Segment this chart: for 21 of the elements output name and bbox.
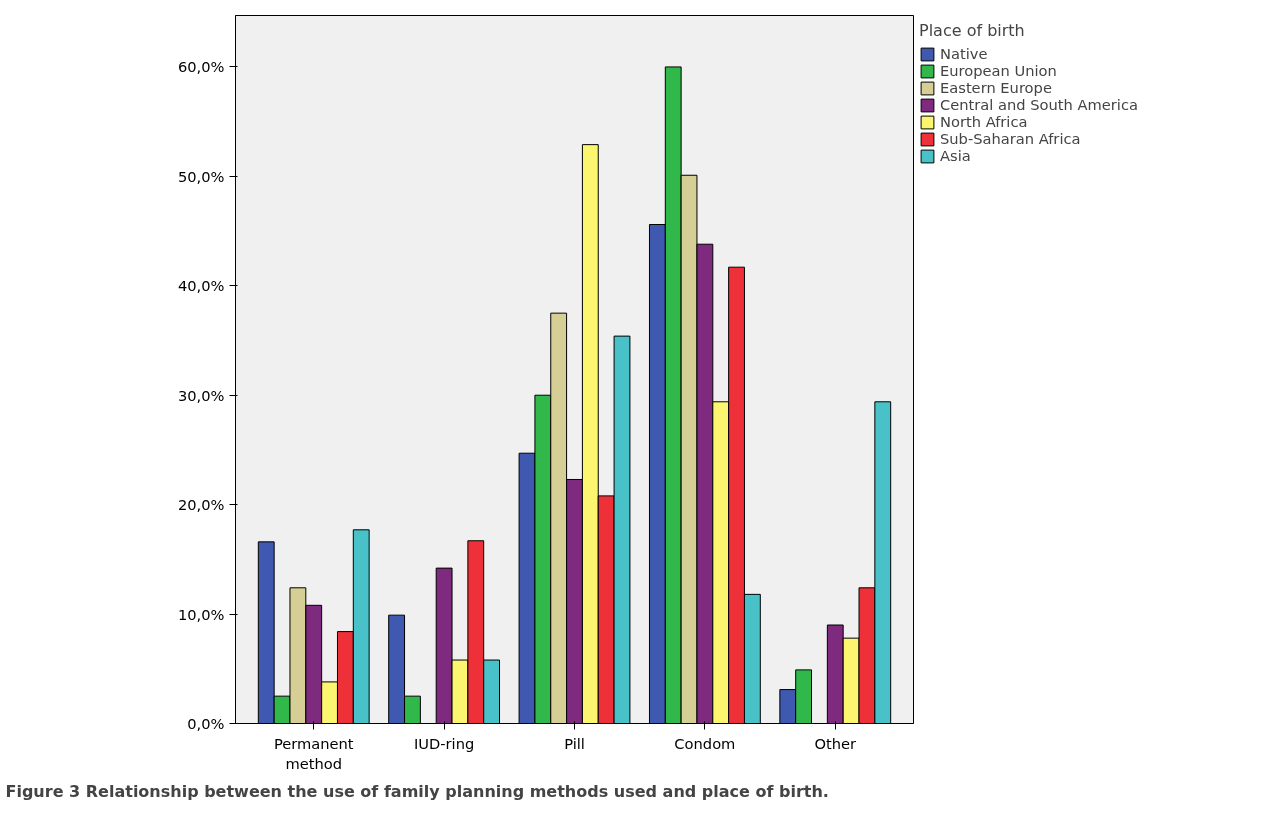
- y-tick-label: 60,0%: [177, 58, 225, 76]
- x-tick-label: IUD-ring: [413, 734, 475, 752]
- legend-label: Eastern Europe: [940, 79, 1052, 96]
- legend-label: Native: [940, 45, 988, 62]
- legend-label: Sub-Saharan Africa: [940, 130, 1081, 147]
- x-tick-label: Condom: [674, 734, 736, 752]
- legend-label: North Africa: [940, 113, 1028, 130]
- x-tick-label: Other: [814, 734, 858, 752]
- x-tick-label: Permanent method: [273, 734, 354, 772]
- y-tick-label: 0,0%: [187, 715, 225, 732]
- caption: Figure 3 Relationship between the use of family planning methods used and place of birth.: [5, 781, 829, 801]
- legend-label: Central and South America: [940, 96, 1138, 113]
- legend-label: European Union: [940, 62, 1057, 79]
- x-tick-label: Pill: [564, 734, 585, 752]
- legend-label: Asia: [940, 147, 971, 164]
- y-tick-label: 10,0%: [177, 605, 225, 623]
- y-tick-label: 30,0%: [177, 386, 225, 404]
- y-tick-label: 40,0%: [177, 277, 225, 295]
- legend-title: Place of birth: [919, 21, 1026, 40]
- y-tick-label: 20,0%: [177, 496, 225, 514]
- y-tick-label: 50,0%: [177, 167, 225, 185]
